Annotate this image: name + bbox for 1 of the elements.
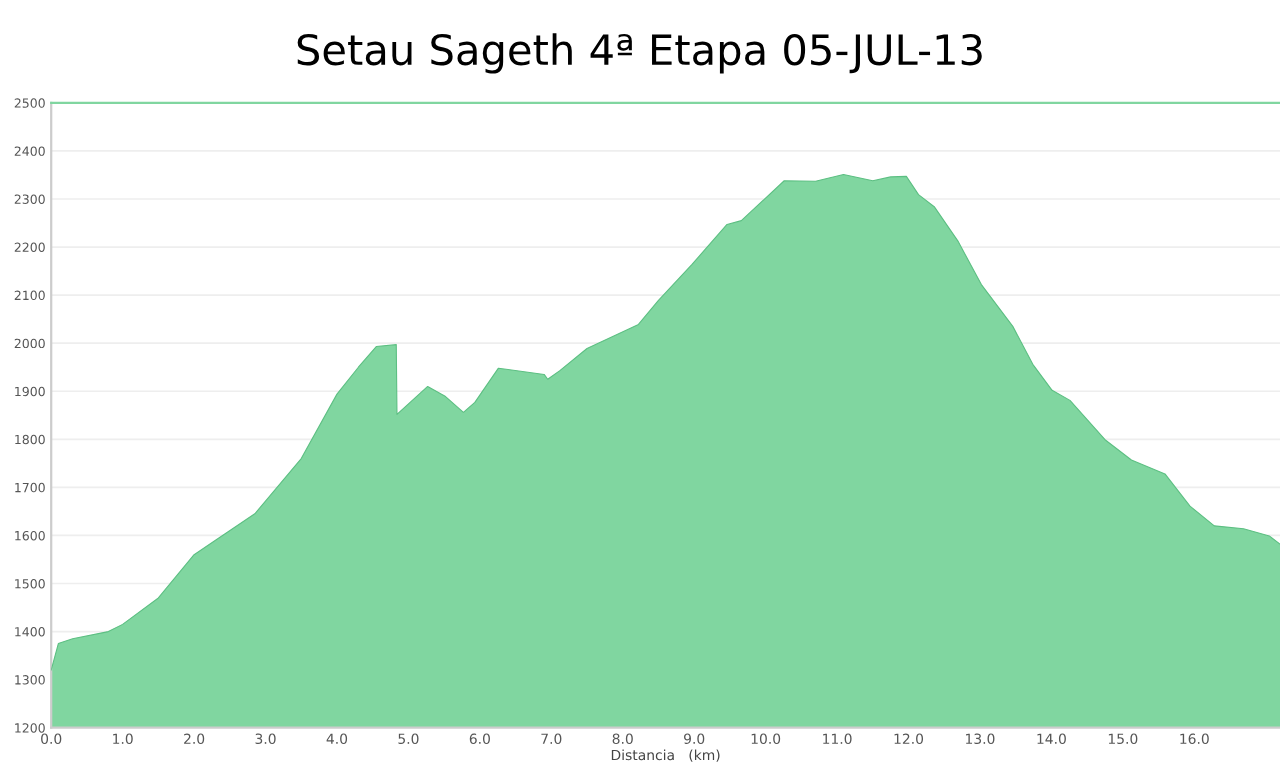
chart-title: Setau Sageth 4ª Etapa 05-JUL-13 [297,33,982,74]
